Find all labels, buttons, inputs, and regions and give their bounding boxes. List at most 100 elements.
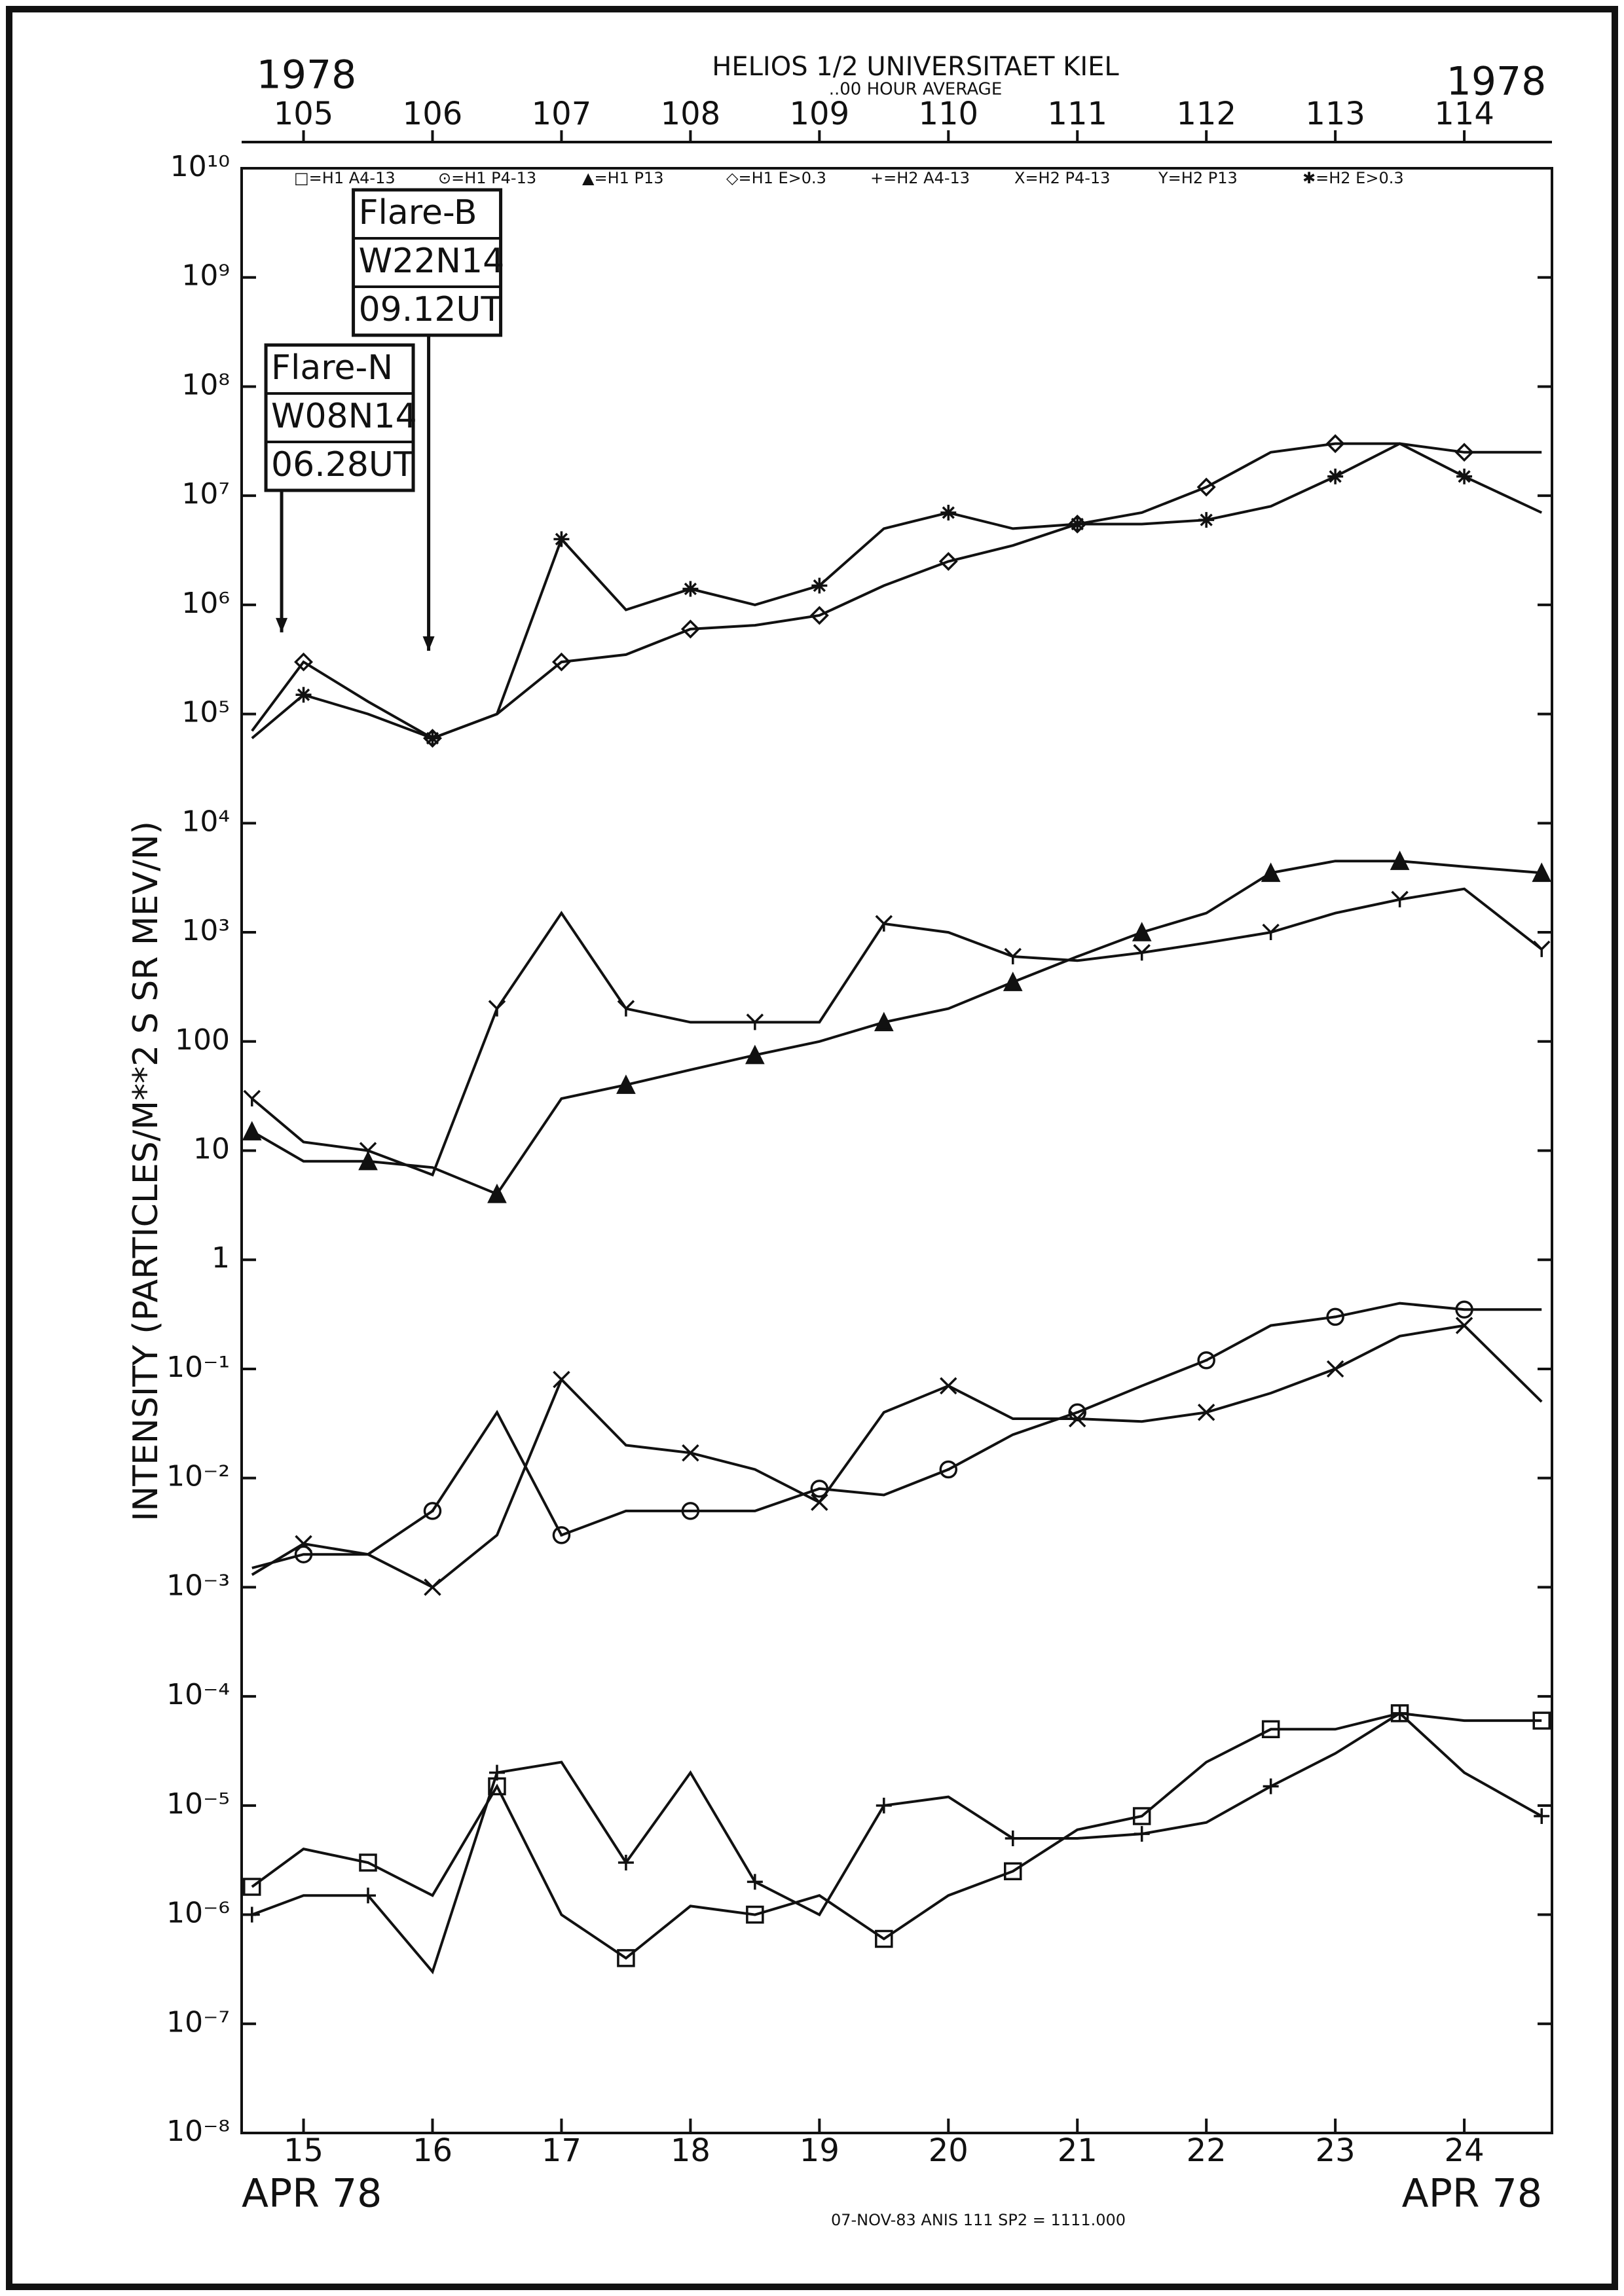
series-marker — [939, 1460, 958, 1479]
series-marker — [423, 1502, 442, 1520]
series-marker — [940, 1377, 957, 1395]
series-marker — [244, 1906, 260, 1923]
series-marker — [1390, 850, 1410, 870]
series-marker — [488, 1777, 506, 1796]
annotation-arrowhead — [422, 636, 435, 651]
series-marker — [617, 1000, 635, 1017]
series-marker — [1454, 443, 1474, 462]
y-tick-label: 10⁸ — [181, 368, 230, 401]
series-marker — [1261, 1720, 1280, 1739]
y-tick-label: 10⁻³ — [166, 1569, 230, 1602]
y-tick-label: 10⁷ — [181, 477, 230, 511]
series-marker — [360, 1887, 377, 1904]
series-marker — [618, 1855, 634, 1871]
x-tick-label: 19 — [800, 2132, 840, 2169]
y-tick-label: 100 — [175, 1023, 230, 1057]
series-marker — [1456, 468, 1473, 484]
x2-tick-label: 106 — [403, 96, 463, 132]
series-marker — [938, 552, 958, 572]
x2-tick-label: 111 — [1047, 96, 1107, 132]
series-marker — [616, 1074, 636, 1094]
series-marker — [1455, 1300, 1473, 1319]
series-marker — [811, 577, 828, 594]
series-marker — [1069, 516, 1086, 532]
chart-title: HELIOS 1/2 UNIVERSITAET KIEL — [712, 52, 1119, 82]
series-marker — [295, 687, 312, 703]
x2-tick-label: 114 — [1434, 96, 1494, 132]
series-marker — [424, 1578, 441, 1596]
series-marker — [1004, 947, 1022, 965]
chart-subtitle: ..00 HOUR AVERAGE — [829, 80, 1003, 100]
series-marker — [940, 504, 957, 520]
x-tick-label: 16 — [413, 2132, 452, 2169]
x-axis-label-left: APR 78 — [242, 2171, 382, 2217]
series-marker — [487, 1183, 507, 1203]
footer: 07-NOV-83 ANIS 111 SP2 = 1111.000 — [831, 2211, 1126, 2229]
series-marker — [1263, 1778, 1279, 1795]
series-line — [251, 1302, 1542, 1569]
y-axis-label: INTENSITY (PARTICLES/M**2 S SR MEV/N) — [126, 821, 166, 1522]
x2-tick-label: 108 — [661, 96, 721, 132]
series-marker — [876, 1797, 892, 1813]
series-marker — [1133, 944, 1151, 961]
series-marker — [746, 1013, 764, 1030]
y-tick-label: 10⁶ — [181, 587, 230, 620]
series-marker — [488, 1000, 506, 1017]
series-marker — [1134, 1826, 1150, 1842]
series-marker — [1262, 923, 1280, 941]
y-tick-label: 10⁻¹ — [166, 1351, 230, 1384]
series-marker — [875, 915, 893, 932]
annotation-box — [264, 343, 415, 492]
series-marker — [489, 1764, 505, 1781]
series-marker — [1132, 1807, 1151, 1825]
series-marker — [1533, 940, 1551, 957]
series-marker — [1534, 1808, 1550, 1824]
series-marker — [1391, 890, 1409, 907]
y-tick-label: 10⁻⁵ — [166, 1787, 230, 1821]
series-marker — [1325, 434, 1345, 454]
series-marker — [359, 1853, 377, 1872]
y-tick-label: 10⁹ — [181, 259, 230, 293]
series-line — [251, 442, 1543, 740]
series-marker — [553, 531, 570, 547]
legend-label: X=H2 P4-13 — [1014, 169, 1110, 187]
series-marker — [745, 1044, 765, 1065]
x2-tick-label: 105 — [274, 96, 334, 132]
series-marker — [680, 619, 700, 639]
legend-label: ▲=H1 P13 — [582, 169, 664, 187]
series-marker — [875, 1929, 893, 1948]
series-marker — [1132, 922, 1152, 941]
x2-tick-label: 110 — [918, 96, 978, 132]
series-marker — [1261, 862, 1281, 883]
series-marker — [243, 1089, 261, 1106]
y-tick-label: 10⁻⁷ — [166, 2005, 230, 2039]
x-tick-label: 15 — [284, 2132, 323, 2169]
legend-label: ◇=H1 E>0.3 — [726, 169, 826, 187]
series-marker — [809, 606, 829, 625]
x2-tick-label: 112 — [1176, 96, 1236, 132]
x-tick-label: 18 — [671, 2132, 710, 2169]
y-tick-label: 10¹⁰ — [170, 150, 230, 183]
series-marker — [617, 1949, 635, 1967]
series-marker — [1068, 1410, 1086, 1428]
annotation-text: 09.12UT — [359, 290, 502, 329]
y-tick-label: 10⁻⁴ — [166, 1678, 230, 1711]
y-tick-label: 10⁴ — [181, 805, 230, 838]
legend-label: ⊙=H1 P4-13 — [438, 169, 536, 187]
series-marker — [1455, 1317, 1473, 1334]
series-marker — [1327, 468, 1344, 484]
series-marker — [1196, 477, 1216, 497]
series-marker — [553, 1370, 570, 1389]
legend-label: Y=H2 P13 — [1158, 169, 1238, 187]
series-marker — [1005, 1831, 1021, 1847]
series-marker — [1197, 1351, 1215, 1370]
page-frame — [6, 6, 1618, 2290]
legend-label: □=H1 A4-13 — [294, 169, 396, 187]
series-marker — [747, 1874, 763, 1890]
series-marker — [1326, 1360, 1344, 1378]
series-marker — [682, 1444, 699, 1462]
x-tick-label: 23 — [1316, 2132, 1356, 2169]
x-tick-label: 20 — [929, 2132, 969, 2169]
series-marker — [746, 1905, 764, 1924]
